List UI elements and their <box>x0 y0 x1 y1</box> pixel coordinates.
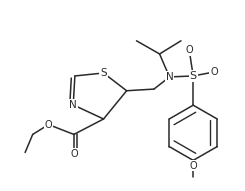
Text: N: N <box>69 100 77 110</box>
Text: O: O <box>210 67 218 77</box>
Text: O: O <box>45 120 52 129</box>
Text: S: S <box>190 71 197 81</box>
Text: O: O <box>185 45 193 55</box>
Text: O: O <box>70 149 78 159</box>
Text: O: O <box>189 161 197 171</box>
Text: S: S <box>100 68 107 78</box>
Text: N: N <box>166 72 173 82</box>
